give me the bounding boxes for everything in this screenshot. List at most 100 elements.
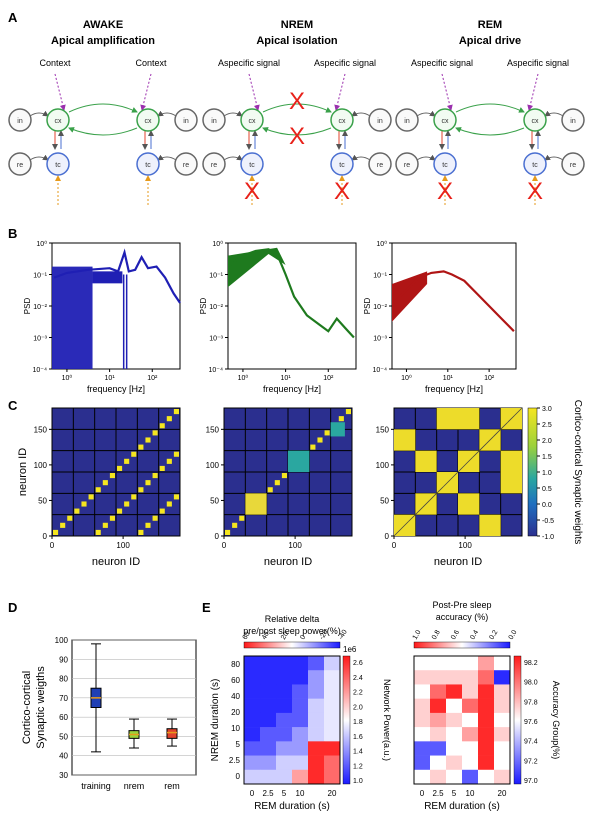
heatmap-accuracy: Post-Pre sleep accuracy (%) 1.0 0.8 0.6 0.4 0.…: [412, 600, 561, 812]
panel-letter-b: B: [8, 226, 17, 241]
y-axis-label: NREM duration (s): [210, 679, 221, 762]
colorbar-label: Cortico-cortical Synaptic weights: [572, 400, 583, 545]
block-mark: X: [289, 123, 305, 150]
state-subtitle: Apical drive: [459, 35, 521, 47]
off-diag-cell: [138, 487, 144, 493]
matrix-nrem: 0 50 100 150 0 100 neuron ID: [206, 407, 353, 568]
cbar-tick-label: 97.6: [524, 719, 538, 726]
diag-cell: [131, 451, 137, 457]
ytick-label: 60: [59, 713, 68, 722]
heat-cell: [446, 698, 463, 714]
heat-cell: [308, 656, 325, 671]
panel-letter-e: E: [202, 600, 211, 615]
top-tick-label: 0.6: [450, 629, 461, 641]
node-cx-text: cx: [442, 118, 450, 125]
re-tc-link: [223, 154, 243, 161]
node-cx-text: cx: [339, 118, 347, 125]
panel-c-weight-matrices: 0 50 100 150 0 100 neuron ID neuron ID 0 50 100 150…: [17, 400, 583, 568]
off-diag-cell: [166, 458, 172, 464]
cluster-block: [245, 493, 267, 515]
heat-cell: [414, 769, 431, 785]
top-tick-label: 20: [280, 631, 290, 641]
state-subtitle: Apical isolation: [256, 35, 338, 47]
ytick-label: 150: [34, 425, 48, 434]
heat-cell: [446, 656, 463, 671]
heat-cell: [292, 769, 309, 785]
cluster-block: [500, 472, 522, 494]
ytick-label: 10⁰: [36, 240, 47, 248]
off-diag-cell: [159, 508, 165, 514]
psd-band: [52, 266, 93, 369]
block-mark: X: [334, 178, 350, 205]
heat-cell: [414, 712, 431, 728]
side-colorbar: [513, 655, 522, 785]
ytick-label: 2.5: [229, 756, 241, 765]
cbar-tick-label: 0.0: [542, 502, 552, 509]
heat-cell: [478, 741, 495, 756]
xtick-label: 0: [420, 789, 425, 798]
diag-line: [493, 429, 501, 437]
heat-cell: [308, 698, 325, 714]
ytick-label: 100: [34, 461, 48, 470]
heat-cell: [478, 727, 495, 742]
psd-curve: [393, 270, 515, 332]
heat-cell: [478, 670, 495, 685]
ytick-label: 10⁻¹: [33, 273, 47, 280]
diag-line: [415, 507, 423, 515]
heat-cell: [244, 698, 261, 714]
top-title: accuracy (%): [436, 612, 489, 622]
heat-cell: [292, 670, 309, 685]
node-tc-text: tc: [532, 162, 538, 169]
top-title: Post-Pre sleep: [432, 600, 491, 610]
node-tc: [523, 152, 547, 176]
heat-cell: [494, 656, 511, 671]
panel-letter-c: C: [8, 398, 18, 413]
heat-cell: [462, 769, 479, 785]
heat-cell: [414, 670, 431, 685]
diag-line: [407, 514, 416, 523]
ytick-label: 150: [376, 425, 390, 434]
ytick-label: 90: [59, 655, 68, 664]
heat-cell: [276, 656, 293, 671]
heat-cell: [430, 656, 447, 671]
matrix-rem: 0 50 100 150 0 100 neuron ID: [376, 407, 523, 568]
ytick-label: 10⁻³: [373, 336, 387, 343]
cbar-label: Accuracy Group(%): [551, 681, 561, 760]
diag-cell: [53, 529, 59, 535]
heat-cell: [478, 769, 495, 785]
panel-d-boxplot: 100 90 80 70 60 50 40 30 training nrem rem Cortico-…: [21, 636, 197, 791]
heat-cell: [276, 670, 293, 685]
diag-line: [436, 485, 445, 494]
psd-band: [92, 271, 123, 284]
ytick-label: 0: [236, 772, 241, 781]
diag-cell: [81, 501, 87, 507]
heat-cell: [324, 656, 341, 671]
panel-a-diagrams: AWAKE Apical amplification Context Context i…: [8, 19, 585, 205]
ytick-label: 100: [376, 461, 390, 470]
heat-cell: [308, 684, 325, 699]
heat-cell: [244, 755, 261, 771]
diag-cell: [281, 473, 287, 479]
node-cx: [330, 108, 354, 132]
y-axis-label: PSD: [199, 298, 208, 315]
block-mark: X: [437, 178, 453, 205]
node-re: [561, 152, 585, 176]
ytick-label: 40: [231, 692, 240, 701]
top-title: pre/post sleep power(%): [243, 626, 341, 636]
cx-link-bottom: [455, 127, 525, 136]
cbar-tick-label: 97.2: [524, 758, 538, 765]
heat-cell: [292, 712, 309, 728]
diag-line: [450, 471, 459, 480]
diag-cell: [239, 515, 245, 521]
heat-cell: [308, 727, 325, 742]
node-in-text: in: [377, 118, 383, 125]
top-tick-label: 0.4: [469, 629, 480, 641]
heat-cell: [446, 741, 463, 756]
state-title: REM: [478, 19, 502, 31]
xtick-label: 10²: [147, 375, 158, 382]
heat-cell: [260, 769, 277, 785]
diag-line: [443, 478, 452, 487]
heat-cell: [430, 741, 447, 756]
diag-cell: [124, 458, 130, 464]
diag-line: [457, 464, 466, 473]
